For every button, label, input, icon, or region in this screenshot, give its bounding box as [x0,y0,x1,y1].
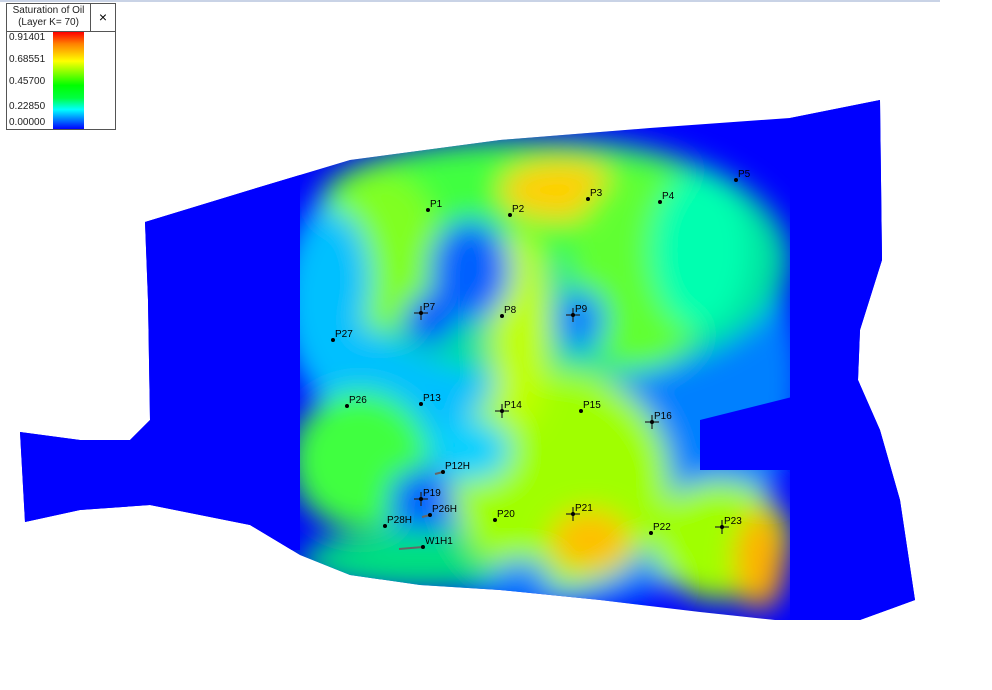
well-dot-icon [419,402,423,406]
well-label: P7 [423,302,436,313]
well-p26[interactable]: P26 [345,395,367,408]
well-dot-icon [734,178,738,182]
well-label: P20 [497,509,515,520]
well-dot-icon [345,404,349,408]
well-p4[interactable]: P4 [658,191,675,204]
window-top-border [0,0,940,2]
well-label: P4 [662,191,675,202]
well-dot-icon [493,518,497,522]
well-dot-icon [720,525,724,529]
well-p3[interactable]: P3 [586,188,603,201]
close-icon[interactable]: × [91,4,115,32]
legend-tick: 0.22850 [9,101,46,112]
well-dot-icon [419,311,423,315]
well-dot-icon [419,497,423,501]
well-label: P27 [335,329,353,340]
well-dot-icon [500,314,504,318]
well-label: P2 [512,204,525,215]
well-p22[interactable]: P22 [649,522,671,535]
saturation-region [490,560,550,600]
well-p1[interactable]: P1 [426,199,443,212]
well-label: P26H [432,504,457,515]
legend-tick: 0.91401 [9,32,46,43]
well-label: P13 [423,393,441,404]
well-p14[interactable]: P14 [495,400,522,418]
well-dot-icon [571,313,575,317]
well-p7[interactable]: P7 [414,302,436,320]
well-p8[interactable]: P8 [500,305,517,318]
well-dot-icon [331,338,335,342]
well-dot-icon [571,512,575,516]
well-label: P26 [349,395,367,406]
water-zone [790,100,915,620]
well-label: P1 [430,199,443,210]
well-label: W1H1 [425,536,453,547]
well-dot-icon [658,200,662,204]
well-label: P19 [423,488,441,499]
saturation-region [735,510,785,610]
well-p13[interactable]: P13 [419,393,441,406]
well-p12h[interactable]: P12H [434,461,470,475]
well-p5[interactable]: P5 [734,169,751,182]
saturation-region [430,220,510,320]
well-label: P22 [653,522,671,533]
well-dot-icon [428,513,432,517]
saturation-region [555,290,605,350]
water-zone [700,380,860,470]
well-dot-icon [579,409,583,413]
well-w1h1[interactable]: W1H1 [398,536,453,550]
legend-title-line2: (Layer K= 70) [18,17,79,28]
well-dot-icon [508,213,512,217]
well-label: P14 [504,400,522,411]
well-dot-icon [500,409,504,413]
well-label: P23 [724,516,742,527]
well-p19[interactable]: P19 [414,488,441,506]
well-label: P21 [575,503,593,514]
well-dot-icon [426,208,430,212]
well-dot-icon [383,524,387,528]
well-label: P16 [654,411,672,422]
well-dot-icon [650,420,654,424]
legend-tick: 0.68551 [9,54,46,65]
saturation-region [650,170,750,330]
water-zone [20,150,300,550]
well-trajectory [398,546,424,550]
well-p9[interactable]: P9 [566,304,588,322]
well-p15[interactable]: P15 [579,400,601,413]
well-dot-icon [649,531,653,535]
well-p21[interactable]: P21 [566,503,593,521]
well-dot-icon [586,197,590,201]
legend-panel: Saturation of Oil (Layer K= 70) × 0.9140… [6,3,116,130]
saturation-region [290,210,370,350]
well-p26h[interactable]: P26H [421,504,457,518]
well-label: P15 [583,400,601,411]
well-p20[interactable]: P20 [493,509,515,522]
legend-title: Saturation of Oil (Layer K= 70) [7,4,91,32]
legend-title-line1: Saturation of Oil [12,5,85,16]
well-p23[interactable]: P23 [715,516,742,534]
well-p28h[interactable]: P28H [383,515,412,528]
well-label: P9 [575,304,588,315]
well-dot-icon [441,470,445,474]
well-p2[interactable]: P2 [508,204,525,217]
well-label: P12H [445,461,470,472]
saturation-region [430,420,510,480]
well-label: P28H [387,515,412,526]
well-label: P8 [504,305,517,316]
well-label: P3 [590,188,603,199]
well-label: P5 [738,169,751,180]
well-p16[interactable]: P16 [645,411,672,429]
saturation-region [550,510,630,570]
legend-tick: 0.45700 [9,76,46,87]
well-dot-icon [421,545,425,549]
well-p27[interactable]: P27 [331,329,353,342]
legend-tick: 0.00000 [9,117,46,128]
colorbar [53,32,84,129]
saturation-region [405,295,455,345]
